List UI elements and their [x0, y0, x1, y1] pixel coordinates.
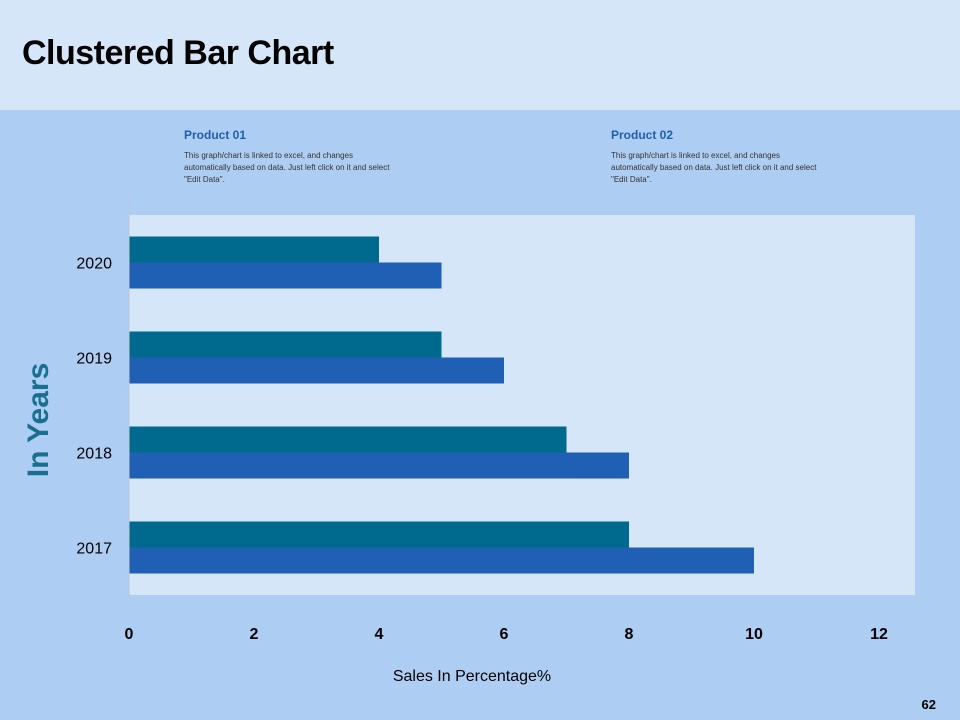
y-tick-label-2017: 2017: [76, 541, 112, 558]
legend-product-02: Product 02 This graph/chart is linked to…: [611, 128, 821, 186]
y-axis-label: In Years: [22, 363, 55, 478]
x-axis-label: Sales In Percentage%: [393, 668, 551, 685]
header-band: Clustered Bar Chart: [0, 0, 960, 110]
x-tick-label-8: 8: [625, 626, 634, 643]
bar-product-02-2019: [129, 357, 504, 384]
legend-product-02-description: This graph/chart is linked to excel, and…: [611, 151, 817, 184]
x-tick-label-10: 10: [745, 626, 763, 643]
x-tick-label-12: 12: [870, 626, 888, 643]
y-tick-label-2019: 2019: [76, 351, 112, 368]
y-tick-label-2018: 2018: [76, 446, 112, 463]
x-tick-label-4: 4: [375, 626, 384, 643]
legend-product-01-title: Product 01: [184, 128, 247, 142]
page-number: 62: [921, 697, 936, 712]
bar-product-02-2017: [129, 547, 754, 574]
legend-product-01: Product 01 This graph/chart is linked to…: [184, 128, 394, 186]
y-tick-label-2020: 2020: [76, 256, 112, 273]
legend-product-02-title: Product 02: [611, 128, 674, 142]
bar-product-02-2020: [129, 262, 442, 289]
bar-product-01-2018: [129, 426, 567, 453]
x-tick-label-0: 0: [125, 626, 134, 643]
bar-product-01-2017: [129, 521, 629, 548]
x-tick-label-2: 2: [250, 626, 259, 643]
slide-title: Clustered Bar Chart: [22, 34, 334, 72]
x-tick-label-6: 6: [500, 626, 509, 643]
bar-product-02-2018: [129, 452, 629, 479]
legend-product-01-description: This graph/chart is linked to excel, and…: [184, 151, 390, 184]
bar-product-01-2020: [129, 236, 379, 263]
bar-product-01-2019: [129, 331, 442, 358]
